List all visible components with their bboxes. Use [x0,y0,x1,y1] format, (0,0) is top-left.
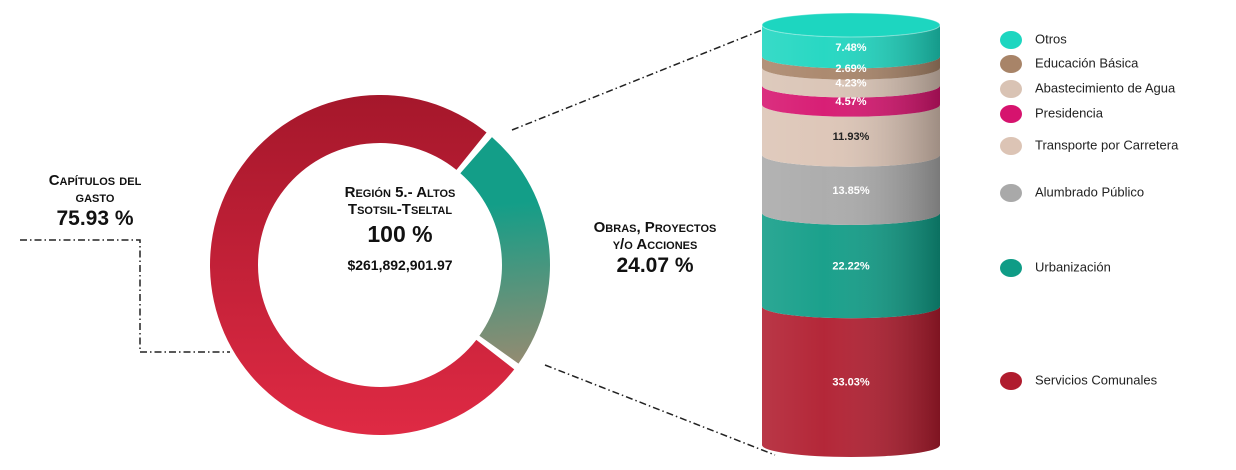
segment-label: 13.85% [832,185,870,197]
segment-label: 22.22% [832,261,870,273]
legend-label: Servicios Comunales [1035,372,1158,387]
segment-label: 7.48% [835,42,866,54]
label-obras: Obras, Proyectos y/o Acciones 24.07 % [585,219,725,277]
legend-swatch [1000,105,1022,123]
segment-label: 4.23% [835,78,866,90]
category-label: Capítulos del gasto [48,172,142,206]
donut-segment [210,95,515,436]
legend-swatch [1000,137,1022,155]
total-amount: $261,892,901.97 [347,257,453,273]
donut-title: Región 5.- Altos Tsotsil-Tseltal [344,184,456,218]
legend-swatch [1000,55,1022,73]
legend-swatch [1000,80,1022,98]
legend-label: Abastecimiento de Agua [1035,80,1176,95]
legend-label: Alumbrado Público [1035,184,1144,199]
segment-label: 11.93% [833,131,870,143]
legend-swatch [1000,259,1022,277]
legend-label: Otros [1035,31,1067,46]
category-label: Obras, Proyectos y/o Acciones [593,219,717,253]
legend-label: Urbanización [1035,259,1111,274]
legend-label: Presidencia [1035,105,1104,120]
total-percent: 100 % [367,221,433,247]
connector-lines [20,29,776,456]
legend-swatch [1000,184,1022,202]
segment-label: 4.57% [835,96,866,108]
legend-swatch [1000,31,1022,49]
cylinder-top [761,12,941,38]
segment-label: 33.03% [832,377,870,389]
legend-label: Transporte por Carretera [1035,137,1179,152]
donut-segment [460,137,550,364]
value-label: 75.93 % [56,207,134,230]
value-label: 24.07 % [616,254,694,277]
label-capitulos: Capítulos del gasto 75.93 % [30,172,160,230]
legend-label: Educación Básica [1035,55,1139,70]
segment-label: 2.69% [835,63,866,75]
legend-swatch [1000,372,1022,390]
center-label: Región 5.- Altos Tsotsil-Tseltal 100 % $… [330,184,470,274]
